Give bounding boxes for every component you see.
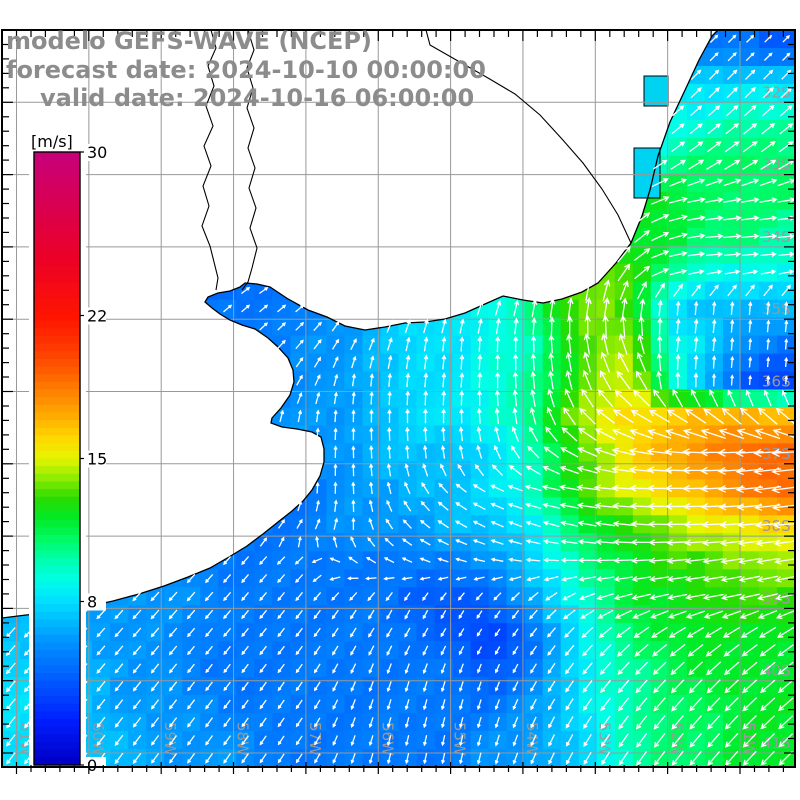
latitude-label: 32S bbox=[762, 83, 791, 101]
colorbar-unit-label: [m/s] bbox=[31, 132, 73, 151]
colorbar-tick-label: 15 bbox=[87, 450, 107, 469]
latitude-label: 41S bbox=[762, 734, 791, 752]
longitude-label: 60W bbox=[89, 722, 107, 756]
colorbar: [m/s] 30 22 15 8 0 bbox=[29, 128, 107, 775]
model-title: modelo GEFS-WAVE (NCEP) bbox=[6, 27, 372, 55]
colorbar-tick-label: 0 bbox=[87, 756, 97, 775]
forecast-date-label: forecast date: 2024-10-10 00:00:00 bbox=[6, 56, 486, 84]
longitude-label: 51W bbox=[740, 722, 758, 756]
latitude-label: 34S bbox=[762, 228, 791, 246]
graticule bbox=[2, 30, 795, 767]
colorbar-tick-label: 30 bbox=[87, 143, 107, 162]
longitude-label: 52W bbox=[668, 722, 686, 756]
longitude-label: 56W bbox=[378, 722, 396, 756]
map-frame bbox=[1, 29, 796, 768]
landmass bbox=[2, 30, 718, 618]
longitude-label: 58W bbox=[234, 722, 252, 756]
coastal-lagoons bbox=[633, 75, 669, 199]
colorbar-tick-label: 8 bbox=[87, 593, 97, 612]
valid-date-label: valid date: 2024-10-16 06:00:00 bbox=[40, 84, 475, 112]
longitude-label: 59W bbox=[161, 722, 179, 756]
longitude-label: 54W bbox=[523, 722, 541, 756]
longitude-label: 55W bbox=[451, 722, 469, 756]
latitude-label: 37S bbox=[762, 445, 791, 463]
axis-ticks bbox=[2, 29, 795, 774]
latitude-label: 40S bbox=[762, 662, 791, 680]
longitude-label: 53W bbox=[595, 722, 613, 756]
coastline bbox=[1, 29, 719, 619]
latitude-label: 33S bbox=[762, 156, 791, 174]
colorbar-tick-label: 22 bbox=[87, 307, 107, 326]
longitude-labels: 61W 60W 59W 58W 57W 56W 55W 54W 53W 52W 51W bbox=[17, 722, 759, 756]
longitude-label: 57W bbox=[306, 722, 324, 756]
wave-direction-arrows bbox=[5, 34, 800, 766]
